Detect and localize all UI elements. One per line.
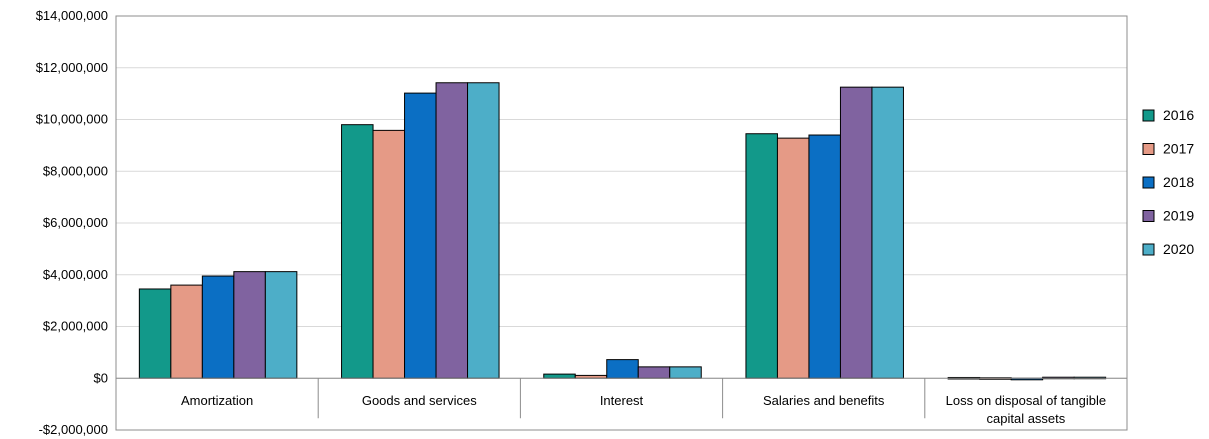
- plot-area-border: [115, 15, 1128, 431]
- y-tick-label: $6,000,000: [43, 215, 108, 230]
- bar-2016: [341, 124, 374, 379]
- legend-label-2017: 2017: [1163, 141, 1194, 157]
- bar-2018: [201, 275, 235, 379]
- x-tick-label: capital assets: [987, 411, 1066, 426]
- bar-2018: [404, 92, 437, 379]
- legend-label-2019: 2019: [1163, 208, 1194, 224]
- bar-2020: [264, 271, 298, 379]
- y-tick-label: $14,000,000: [36, 8, 108, 23]
- legend-swatch-2019: [1142, 210, 1155, 222]
- y-tick-label: $2,000,000: [43, 319, 108, 334]
- x-tick-label: Salaries and benefits: [763, 393, 885, 408]
- legend-label-2016: 2016: [1163, 107, 1194, 123]
- bar-2017: [170, 284, 203, 379]
- x-tick-label: Amortization: [181, 393, 253, 408]
- bar-2018: [606, 359, 639, 379]
- y-tick-label: -$2,000,000: [39, 422, 108, 437]
- bar-2020: [669, 366, 702, 379]
- x-tick-label: Interest: [600, 393, 644, 408]
- legend-swatch-2016: [1142, 109, 1155, 122]
- bar-2019: [435, 82, 469, 379]
- y-tick-label: $4,000,000: [43, 267, 108, 282]
- legend-label-2020: 2020: [1163, 241, 1194, 257]
- bar-2016: [543, 373, 576, 379]
- bar-2019: [233, 271, 266, 379]
- y-axis-ticks: -$2,000,000 $0 $2,000,000 $4,000,000 $6,000,…: [36, 8, 108, 437]
- bar-2016: [745, 133, 778, 379]
- x-tick-label: Goods and services: [362, 393, 477, 408]
- legend-swatch-2017: [1142, 143, 1155, 155]
- bar-2020: [871, 86, 904, 379]
- legend-swatch-2020: [1142, 243, 1155, 256]
- bar-2017: [372, 129, 406, 379]
- y-tick-label: $12,000,000: [36, 60, 108, 75]
- axes: [115, 15, 1128, 431]
- y-tick-label: $8,000,000: [43, 163, 108, 178]
- bar-group: [138, 82, 1107, 381]
- bar-2018: [808, 134, 841, 379]
- bar-2019: [839, 86, 873, 379]
- legend: 2016 2017 2018 2019 2020: [1142, 107, 1194, 257]
- y-tick-label: $0: [94, 370, 108, 385]
- bar-2016: [138, 288, 172, 379]
- bar-2020: [467, 82, 500, 379]
- legend-swatch-2018: [1142, 176, 1155, 189]
- x-tick-label: Loss on disposal of tangible: [946, 393, 1106, 408]
- legend-label-2018: 2018: [1163, 174, 1194, 190]
- x-axis-ticks: Amortization Goods and services Interest Sa…: [181, 393, 1106, 426]
- bar-2019: [637, 366, 671, 379]
- y-tick-label: $10,000,000: [36, 112, 108, 127]
- bar-2017: [776, 137, 810, 379]
